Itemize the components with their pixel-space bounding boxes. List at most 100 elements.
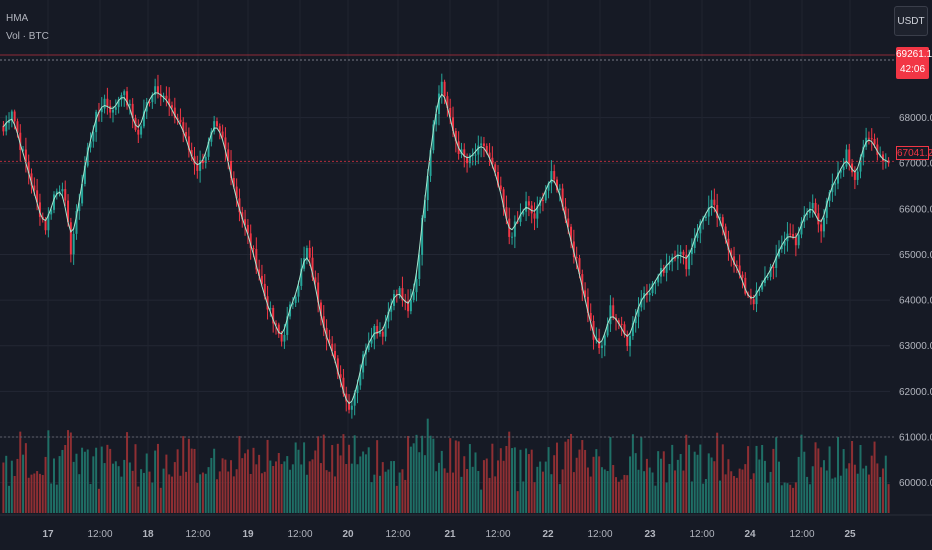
volume-bar <box>637 469 640 513</box>
candle <box>522 211 525 215</box>
candle <box>806 213 809 216</box>
volume-bar <box>317 436 320 513</box>
volume-bar <box>831 478 834 513</box>
candle <box>570 226 573 242</box>
volume-bar <box>213 448 216 513</box>
volume-legend[interactable]: Vol · BTC <box>6 31 49 42</box>
volume-bar <box>72 461 75 513</box>
volume-bar <box>539 461 542 513</box>
x-tick-label: 12:00 <box>689 529 714 540</box>
volume-bar <box>446 472 449 513</box>
candle <box>592 321 595 340</box>
candle <box>623 324 626 335</box>
volume-bar <box>699 444 702 513</box>
volume-bar <box>758 459 761 513</box>
volume-bar <box>55 484 58 513</box>
x-tick-label: 12:00 <box>287 529 312 540</box>
volume-bar <box>154 450 157 513</box>
candle <box>418 254 421 279</box>
volume-bar <box>797 456 800 513</box>
y-tick-label: 66000.0 <box>899 204 932 215</box>
volume-bar <box>865 465 868 513</box>
candle <box>471 155 474 157</box>
candle <box>277 324 280 335</box>
x-tick-label: 21 <box>444 529 456 540</box>
candle <box>314 277 317 283</box>
candle <box>224 137 227 150</box>
candle <box>221 131 224 138</box>
volume-bar <box>401 469 404 513</box>
candle <box>468 155 471 164</box>
volume-bar <box>210 457 213 513</box>
price-level-lines <box>0 54 895 438</box>
candle <box>131 103 134 118</box>
volume-bar <box>494 476 497 513</box>
candle <box>758 289 761 291</box>
volume-bar <box>193 448 196 513</box>
volume-bar <box>260 473 263 513</box>
volume-bar <box>716 432 719 513</box>
volume-bar <box>735 477 738 513</box>
volume-bar <box>867 474 870 513</box>
volume-bar <box>887 484 890 513</box>
candle <box>837 172 840 184</box>
candle <box>165 95 168 99</box>
candle <box>112 109 114 113</box>
currency-button[interactable]: USDT <box>894 6 928 36</box>
volume-bar <box>778 461 780 513</box>
candle <box>142 111 145 127</box>
candle <box>128 103 131 106</box>
candle <box>407 301 410 312</box>
candle <box>215 121 218 127</box>
volume-bar <box>688 444 691 513</box>
volume-bar <box>238 436 241 513</box>
volume-bar <box>724 474 727 513</box>
candle <box>106 98 109 106</box>
candle <box>154 86 157 95</box>
candle <box>44 219 47 231</box>
candle <box>474 154 477 156</box>
volume-bar <box>634 453 637 513</box>
volume-bar <box>792 487 795 513</box>
volume-bar <box>227 471 230 513</box>
candle <box>654 282 657 284</box>
candle <box>148 102 151 104</box>
candle <box>356 385 359 394</box>
x-tick-label: 12:00 <box>587 529 612 540</box>
volume-bar <box>586 467 589 513</box>
y-tick-label: 61000.0 <box>899 432 932 443</box>
candle <box>735 264 738 266</box>
candle <box>437 93 440 115</box>
current-price-badge: 67041.2 <box>896 146 932 160</box>
volume-bar <box>409 446 412 513</box>
candle <box>331 343 334 351</box>
indicator-legend-hma[interactable]: HMA <box>6 13 29 24</box>
candle <box>586 296 589 313</box>
candle <box>617 320 620 324</box>
candle <box>64 189 67 201</box>
candle <box>246 224 249 234</box>
volume-bar <box>525 448 528 513</box>
candle <box>496 171 499 186</box>
volume-bar <box>881 468 884 513</box>
y-tick-label: 68000.0 <box>899 113 932 124</box>
volume-bar <box>806 476 809 513</box>
volume-bar <box>308 461 311 513</box>
candle <box>631 323 634 337</box>
candle <box>488 152 491 158</box>
volume-bar <box>561 469 564 513</box>
volume-bar <box>342 434 345 513</box>
candle <box>696 233 699 239</box>
volume-bar <box>384 471 387 513</box>
candle <box>778 248 780 257</box>
candle <box>648 293 651 296</box>
volume-bar <box>620 479 623 513</box>
volume-bar <box>92 456 95 513</box>
volume-bar <box>215 479 218 513</box>
volume-bar <box>258 454 261 513</box>
candle <box>280 334 283 342</box>
candle <box>22 149 25 151</box>
volume-bar <box>682 470 685 513</box>
candle <box>201 160 204 164</box>
